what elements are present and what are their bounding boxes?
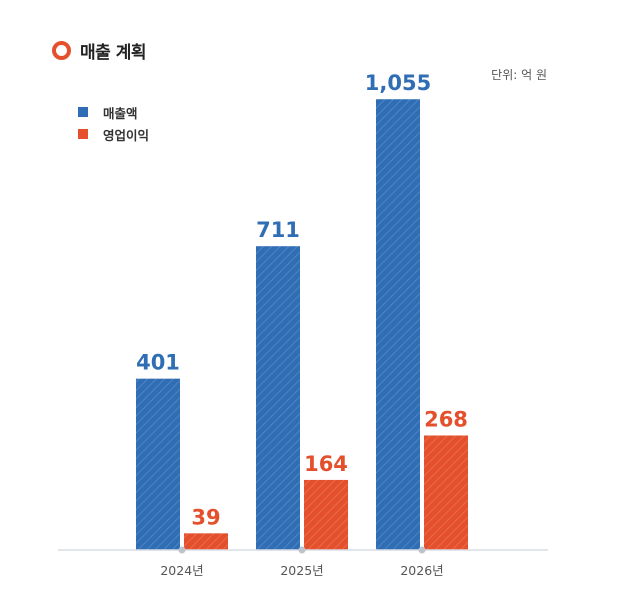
axis-layer: 2024년 2025년 2026년: [58, 546, 548, 578]
x-tick-dot-0: [178, 546, 186, 554]
data-label-revenue-0: 401: [136, 351, 180, 375]
x-tick-label-2: 2026년: [400, 563, 443, 578]
bar-profit-2: [424, 435, 468, 550]
data-label-revenue-2: 1,055: [365, 71, 431, 95]
legend-label-revenue: 매출액: [103, 105, 138, 121]
data-label-profit-2: 268: [424, 407, 468, 431]
data-label-profit-1: 164: [304, 452, 348, 476]
bar-revenue-1: [256, 246, 300, 550]
unit-label: 단위: 억 원: [491, 68, 547, 82]
labels-layer: 401 39 711 164 1,055 268: [136, 71, 468, 529]
x-tick-label-0: 2024년: [160, 563, 203, 578]
bar-profit-0: [184, 533, 228, 550]
legend-item-revenue: 매출액: [78, 101, 149, 123]
bars-layer: [136, 99, 468, 551]
data-label-profit-0: 39: [191, 505, 220, 529]
data-label-revenue-1: 711: [256, 218, 300, 242]
x-tick-dot-1: [298, 546, 306, 554]
x-tick-dot-2: [418, 546, 426, 554]
legend-swatch-revenue: [78, 107, 88, 117]
ring-icon: [52, 40, 71, 60]
bar-profit-1: [304, 479, 348, 550]
legend: 매출액 영업이익: [78, 101, 149, 145]
bar-revenue-0: [136, 378, 180, 550]
bar-revenue-2: [376, 99, 420, 551]
legend-label-profit: 영업이익: [103, 127, 150, 143]
chart-title: 매출 계획: [80, 42, 146, 63]
legend-item-profit: 영업이익: [78, 123, 149, 145]
chart-title-row: 매출 계획: [52, 38, 146, 63]
x-tick-label-1: 2025년: [280, 563, 323, 578]
legend-swatch-profit: [78, 129, 88, 139]
